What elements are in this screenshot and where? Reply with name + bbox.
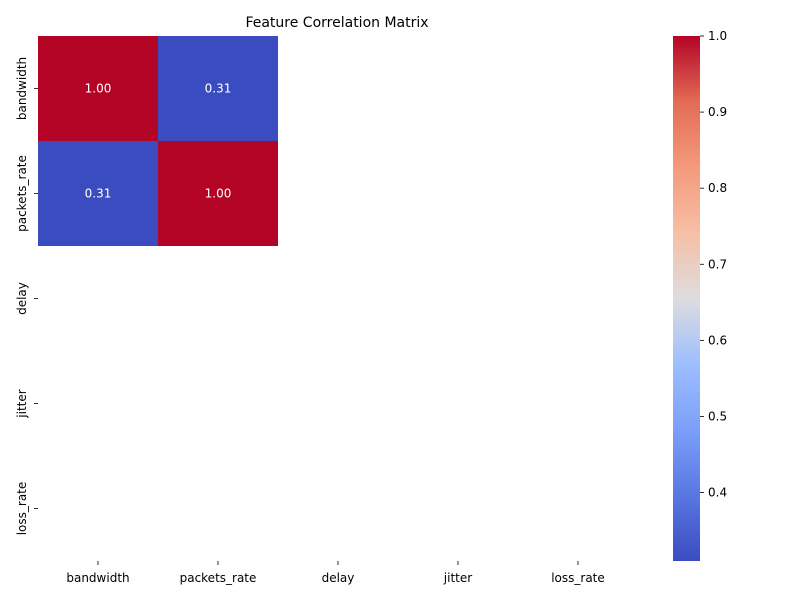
colorbar-tick-label: 1.0 (708, 29, 727, 43)
x-axis: bandwidth packets_rate delay jitter loss_rat… (66, 561, 605, 585)
chart-title: Feature Correlation Matrix (245, 15, 428, 31)
cell-value-label: 0.31 (205, 82, 232, 96)
heatmap-cell-labels: 1.00 0.31 0.31 1.00 (85, 82, 232, 201)
x-tick-label: packets_rate (180, 571, 257, 585)
heatmap-cells (38, 36, 278, 246)
colorbar-tick-label: 0.8 (708, 181, 727, 195)
heatmap-cell (38, 141, 158, 246)
colorbar-tick-label: 0.4 (708, 486, 727, 500)
y-tick-label: bandwidth (15, 57, 29, 120)
cell-value-label: 0.31 (85, 187, 112, 201)
x-tick-label: delay (322, 571, 355, 585)
colorbar-tick-label: 0.9 (708, 105, 727, 119)
cell-value-label: 1.00 (85, 82, 112, 96)
y-tick-label: loss_rate (15, 482, 29, 536)
colorbar-tick-label: 0.6 (708, 333, 727, 347)
colorbar (673, 36, 700, 561)
colorbar-tick-label: 0.7 (708, 257, 727, 271)
colorbar-ticks: 0.4 0.5 0.6 0.7 0.8 0.9 1.0 (700, 29, 727, 500)
heatmap-cell (158, 36, 278, 141)
colorbar-tick-label: 0.5 (708, 409, 727, 423)
cell-value-label: 1.00 (205, 187, 232, 201)
x-tick-label: jitter (443, 571, 472, 585)
y-tick-label: packets_rate (15, 155, 29, 232)
x-tick-label: loss_rate (551, 571, 605, 585)
x-tick-label: bandwidth (66, 571, 129, 585)
y-tick-label: delay (15, 282, 29, 315)
heatmap-cell (38, 36, 158, 141)
y-tick-label: jitter (15, 389, 29, 418)
heatmap-cell (158, 141, 278, 246)
